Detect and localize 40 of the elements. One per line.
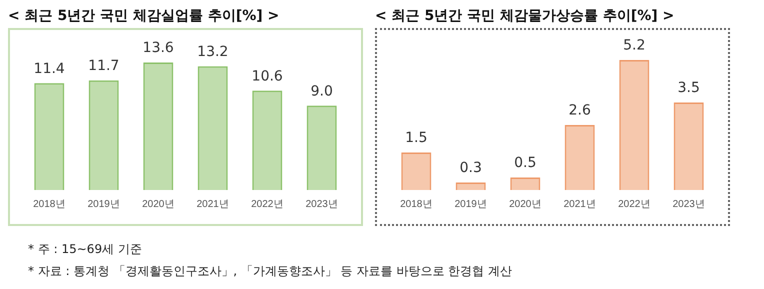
x-tick-label: 2018년 xyxy=(400,198,432,210)
data-label: 11.7 xyxy=(88,58,120,74)
chart-title: < 최근 5년간 국민 체감실업률 추이[%] > xyxy=(8,7,280,26)
text: * 자료 : 통계청 「경제활동인구조사」, 「가계동향조사」 등 자료를 바탕으로 한경협 계산 xyxy=(28,263,512,280)
x-tick-label: 2021년 xyxy=(196,198,229,210)
bar xyxy=(198,66,228,190)
x-tick-label: 2020년 xyxy=(142,198,174,210)
x-tick-label: 2019년 xyxy=(454,198,487,210)
data-label: 13.6 xyxy=(142,40,174,56)
bar xyxy=(456,182,486,190)
bar xyxy=(510,178,540,190)
data-label: 10.6 xyxy=(252,68,283,84)
bar xyxy=(306,106,337,190)
x-tick-label: 2020년 xyxy=(509,198,542,210)
x-tick-label: 2023년 xyxy=(672,198,705,210)
bar xyxy=(143,62,174,190)
x-tick-label: 2022년 xyxy=(251,198,284,210)
bar xyxy=(674,102,704,190)
bar xyxy=(34,83,64,190)
bar xyxy=(252,90,282,190)
text: * 주 : 15~69세 기준 xyxy=(28,241,143,258)
data-label: 3.5 xyxy=(678,80,700,96)
data-label: 0.5 xyxy=(514,155,536,172)
x-tick-label: 2023년 xyxy=(306,198,338,210)
x-tick-label: 2019년 xyxy=(88,198,120,210)
chart-title: < 최근 5년간 국민 체감물가상승률 추이[%] > xyxy=(375,7,676,26)
bar xyxy=(401,152,432,190)
bar xyxy=(564,125,595,190)
bar xyxy=(88,80,119,190)
x-tick-label: 2021년 xyxy=(564,198,596,210)
data-label: 5.2 xyxy=(623,38,646,54)
data-label: 0.3 xyxy=(460,160,482,176)
x-tick-label: 2018년 xyxy=(33,198,66,210)
data-label: 2.6 xyxy=(568,102,591,119)
data-label: 11.4 xyxy=(34,60,65,77)
data-label: 9.0 xyxy=(310,83,333,100)
data-label: 13.2 xyxy=(197,44,228,60)
data-label: 1.5 xyxy=(405,130,428,146)
x-tick-label: 2022년 xyxy=(618,198,650,210)
bar xyxy=(619,60,650,190)
